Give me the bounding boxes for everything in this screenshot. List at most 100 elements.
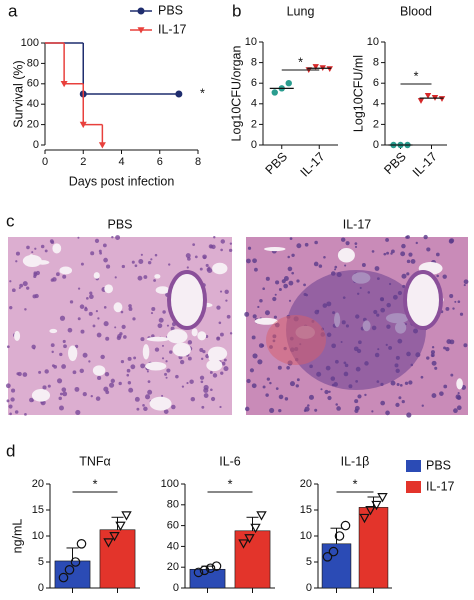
nucleus [80,262,84,266]
nucleus [150,312,154,315]
nucleus [154,347,160,352]
nucleus [423,234,428,240]
nucleus [181,385,185,388]
nucleus [272,296,277,302]
nucleus [22,372,28,377]
nucleus [203,256,207,260]
nucleus [123,335,127,339]
hemorrhage [266,315,326,365]
nucleus [104,371,110,377]
nucleus [133,356,137,360]
nucleus [154,253,158,257]
nucleus [406,259,411,264]
nucleus [296,378,300,382]
nucleus [216,305,221,310]
nucleus [291,253,295,257]
nucleus [327,395,332,401]
air-space [67,345,78,362]
nucleus [386,251,390,255]
nucleus [289,237,293,240]
nucleus [219,290,223,293]
marker [103,538,114,548]
air-space [142,344,150,360]
nucleus [345,241,350,246]
y-tick-label: 0 [306,582,312,594]
nucleus [5,383,11,389]
nucleus [47,384,51,388]
nucleus [354,245,358,249]
nucleus [161,394,164,398]
nucleus [59,352,63,357]
nucleus [121,324,126,329]
marker [371,500,382,511]
nucleus [318,264,323,268]
nucleus [190,396,196,402]
nucleus [199,375,205,380]
nucleus [259,299,263,303]
nucleus [283,283,289,289]
y-tick-label: 10 [245,36,257,48]
y-tick-label: 10 [367,36,379,48]
nucleus [67,327,73,333]
nucleus [105,336,110,341]
nucleus [143,406,148,412]
nucleus [275,280,280,285]
nucleus [371,410,374,413]
y-tick-label: 10 [32,530,44,542]
significance: * [298,55,303,69]
nucleus [443,384,448,389]
nucleus [6,345,10,349]
nucleus [273,315,277,319]
air-space [167,329,188,344]
nucleus [42,385,47,390]
nucleus [203,384,209,391]
nucleus [103,306,107,309]
nucleus [79,368,84,374]
nucleus [247,246,252,250]
nucleus [26,245,30,250]
significance: * [414,69,419,83]
nucleus [439,391,444,396]
marker [137,27,145,34]
x-tick-label: 2 [80,156,86,168]
nucleus [257,305,260,309]
nucleus [396,383,400,387]
nucleus [336,406,341,411]
marker [334,531,345,541]
bar [189,568,226,589]
nucleus [194,255,198,259]
air-space [456,378,463,390]
nucleus [118,381,122,386]
nucleus [252,258,257,264]
nucleus [29,397,34,403]
nucleus [262,385,266,389]
nucleus [61,364,67,369]
panel-label: c [6,211,15,230]
nucleus [431,346,435,349]
nucleus [111,235,114,239]
marker [328,546,339,557]
nucleus [114,276,117,279]
y-axis-label: ng/mL [10,519,24,554]
nucleus [75,409,81,416]
marker [205,563,216,574]
x-tick-label: 6 [157,156,163,168]
nucleus [448,238,454,244]
nucleus [116,335,121,341]
x-tick-label: PBS [263,150,291,178]
air-space [337,248,355,263]
nucleus [157,323,163,329]
nucleus [10,397,15,402]
nucleus [385,410,390,416]
nucleus [459,312,464,316]
nucleus [213,236,216,239]
nucleus [450,373,454,377]
nucleus [210,388,213,392]
nucleus [165,376,168,379]
nucleus [153,279,156,282]
nucleus [335,403,338,406]
nucleus [314,408,318,412]
nucleus [288,280,294,286]
chart-title: Lung [287,4,315,18]
x-tick-label: IL-17 [298,150,328,180]
